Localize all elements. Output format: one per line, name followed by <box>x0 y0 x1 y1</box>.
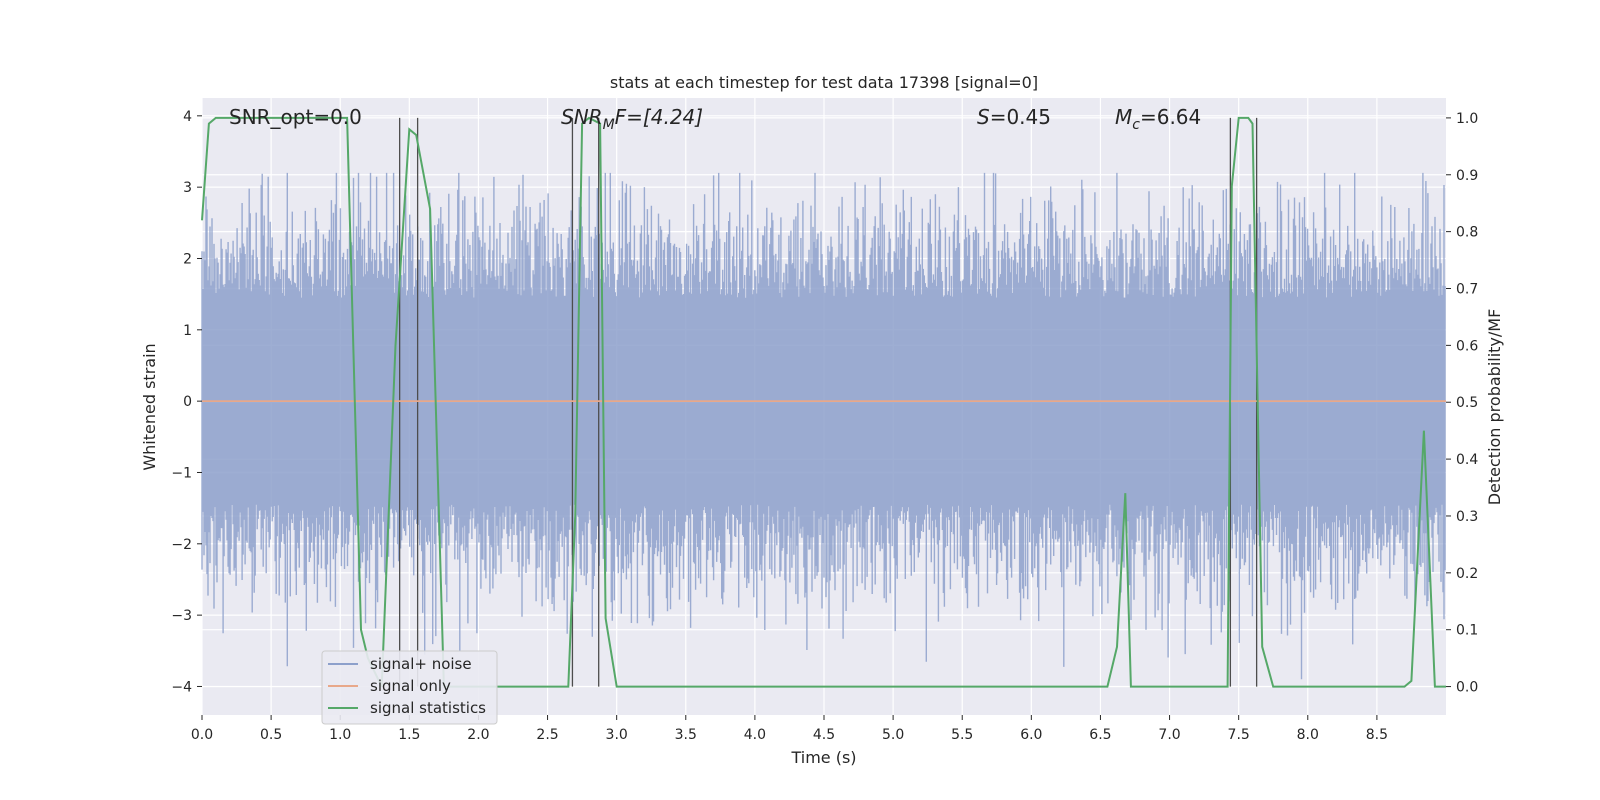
annotation-mc: Mc=6.64 <box>1115 105 1201 133</box>
y-tick-label-right: 0.1 <box>1456 623 1478 639</box>
x-tick-label: 4.5 <box>813 727 835 743</box>
legend-label: signal+ noise <box>370 655 472 673</box>
y-axis-label-left: Whitened strain <box>140 343 159 470</box>
y-axis-label-right: Detection probability/MF <box>1485 309 1504 506</box>
x-tick-label: 0.5 <box>260 727 282 743</box>
annotation-s: S=0.45 <box>977 105 1051 129</box>
x-tick-label: 7.5 <box>1228 727 1250 743</box>
x-tick-label: 0.0 <box>191 727 213 743</box>
x-tick-label: 2.0 <box>467 727 489 743</box>
y-tick-label-right: 0.0 <box>1456 680 1478 696</box>
y-tick-label-left: −1 <box>171 465 192 481</box>
y-tick-label-left: 0 <box>183 394 192 410</box>
y-tick-label-left: −4 <box>171 679 192 695</box>
x-tick-label: 4.0 <box>744 727 766 743</box>
y-tick-label-left: 3 <box>183 180 192 196</box>
x-tick-label: 1.5 <box>398 727 420 743</box>
y-ticks-left: 4 3 2 1 0 −1 −2 −3 −4 <box>171 109 202 695</box>
y-tick-label-right: 1.0 <box>1456 111 1478 127</box>
y-tick-label-right: 0.6 <box>1456 338 1478 354</box>
y-ticks-right: 1.0 0.9 0.8 0.7 0.6 0.5 0.4 0.3 0.2 0.1 0.0 <box>1446 111 1478 696</box>
y-tick-label-right: 0.4 <box>1456 452 1478 468</box>
x-tick-label: 6.5 <box>1089 727 1111 743</box>
x-tick-label: 7.0 <box>1158 727 1180 743</box>
legend: signal+ noise signal only signal statistic… <box>321 650 498 725</box>
y-tick-label-right: 0.7 <box>1456 282 1478 298</box>
signal-noise-series <box>201 172 1446 680</box>
x-tick-label: 8.0 <box>1297 727 1319 743</box>
signal-noise-trace <box>201 172 1446 680</box>
x-tick-label: 5.0 <box>882 727 904 743</box>
signal-statistics-line <box>201 116 1446 688</box>
y-tick-label-right: 0.5 <box>1456 395 1478 411</box>
x-tick-label: 3.0 <box>606 727 628 743</box>
x-tick-label: 6.0 <box>1020 727 1042 743</box>
legend-label: signal statistics <box>370 699 486 717</box>
y-tick-label-right: 0.2 <box>1456 566 1478 582</box>
x-tick-label: 8.5 <box>1366 727 1388 743</box>
annotation-snr-mf: SNRMF=[4.24] <box>561 105 703 133</box>
y-tick-label-right: 0.9 <box>1456 168 1478 184</box>
legend-box <box>321 650 498 725</box>
x-tick-label: 1.0 <box>329 727 351 743</box>
y-tick-label-right: 0.8 <box>1456 225 1478 241</box>
y-tick-label-right: 0.3 <box>1456 509 1478 525</box>
x-ticks: 0.0 0.5 1.0 1.5 2.0 2.5 3.0 3.5 4.0 4.5 5.0 5.5 6.0 6… <box>191 715 1388 743</box>
chart-title: stats at each timestep for test data 173… <box>610 73 1038 92</box>
legend-label: signal only <box>370 677 451 695</box>
x-tick-label: 5.5 <box>951 727 973 743</box>
y-tick-label-left: 2 <box>183 251 192 267</box>
y-tick-label-left: −3 <box>171 608 192 624</box>
annotation-snr-opt: SNR_opt=0.0 <box>229 105 362 129</box>
y-tick-label-left: −2 <box>171 537 192 553</box>
y-tick-label-left: 1 <box>183 323 192 339</box>
x-tick-label: 2.5 <box>536 727 558 743</box>
x-axis-label: Time (s) <box>790 748 856 767</box>
y-tick-label-left: 4 <box>183 109 192 125</box>
signal-statistics-series <box>201 116 1446 688</box>
x-tick-label: 3.5 <box>675 727 697 743</box>
